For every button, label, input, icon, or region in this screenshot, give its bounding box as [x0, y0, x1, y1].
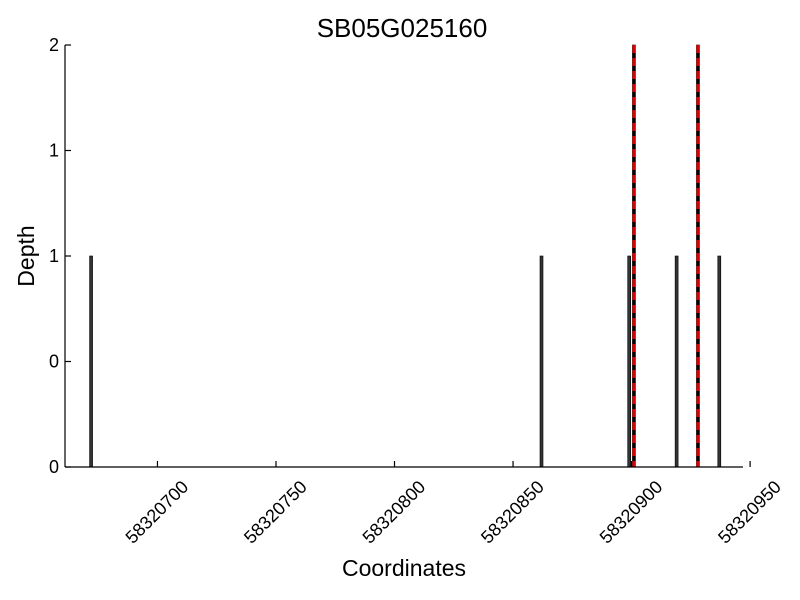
chart-title: SB05G025160 [317, 13, 488, 43]
bar [89, 255, 93, 468]
y-tick-label: 1 [49, 141, 59, 161]
bar [539, 255, 544, 468]
x-tick-label: 58320850 [477, 477, 548, 548]
x-axis-label: Coordinates [342, 555, 466, 581]
bar [674, 255, 679, 468]
bar [627, 255, 632, 468]
bar [717, 255, 722, 468]
y-axis-ticks: 0 0 1 1 2 [49, 35, 71, 477]
x-tick-label: 58320700 [122, 477, 193, 548]
y-tick-label: 2 [49, 35, 59, 55]
x-axis-ticks: 58320700 58320750 58320800 58320850 58320900… [122, 461, 785, 547]
plot-area [89, 44, 722, 468]
x-tick-label: 58320800 [359, 477, 430, 548]
x-tick-label: 58320950 [714, 477, 785, 548]
y-tick-label: 0 [49, 352, 59, 372]
x-tick-label: 58320900 [596, 477, 667, 548]
y-tick-label: 1 [49, 246, 59, 266]
x-tick-label: 58320750 [240, 477, 311, 548]
y-axis-label: Depth [13, 225, 39, 286]
y-tick-label: 0 [49, 457, 59, 477]
